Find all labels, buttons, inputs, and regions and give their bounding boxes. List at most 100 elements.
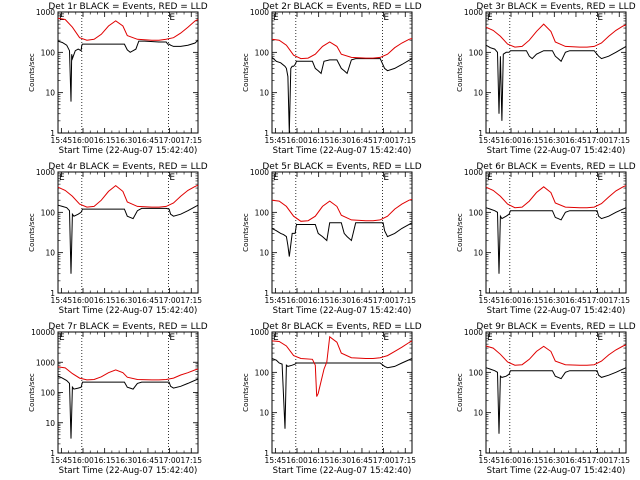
x-tick-label: 16:15 — [522, 136, 544, 145]
x-tick-label: 15:45 — [265, 296, 287, 305]
e-marker-label: E — [59, 173, 65, 183]
events-series-line — [271, 358, 413, 429]
x-tick-label: 16:00 — [72, 296, 94, 305]
x-tick-label: 16:45 — [565, 296, 587, 305]
chart-panel-6: Det 6r BLACK = Events, RED = LLD 1 10 100 10… — [456, 162, 636, 316]
y-axis-label: Counts/sec — [456, 53, 464, 92]
y-tick-label: 1 — [50, 449, 55, 458]
x-tick-label: 17:15 — [394, 136, 416, 145]
e-marker-label: E — [597, 333, 603, 343]
x-tick-label: 16:00 — [500, 296, 522, 305]
x-tick-label: 16:15 — [94, 136, 116, 145]
e-marker-label: E — [487, 173, 493, 183]
y-tick-label: 10 — [45, 89, 55, 98]
e-marker-label: E — [383, 173, 389, 183]
chart-title: Det 5r BLACK = Events, RED = LLD — [262, 162, 421, 172]
x-tick-label: 15:45 — [479, 296, 501, 305]
plot-frame — [271, 171, 413, 294]
lld-series-line — [57, 17, 199, 41]
y-tick-label: 100 — [41, 48, 56, 57]
x-tick-label: 15:45 — [51, 456, 73, 465]
chart-title: Det 7r BLACK = Events, RED = LLD — [48, 322, 207, 332]
y-tick-label: 10 — [259, 89, 269, 98]
lld-series-line — [271, 335, 413, 397]
chart-panel-5: Det 5r BLACK = Events, RED = LLD 1 10 100 10… — [242, 162, 422, 316]
events-series-line — [57, 204, 199, 274]
y-tick-label: 10 — [473, 409, 483, 418]
x-tick-label: 15:45 — [479, 456, 501, 465]
chart-title: Det 8r BLACK = Events, RED = LLD — [262, 322, 421, 332]
y-tick-label: 10 — [473, 249, 483, 258]
y-axis-label: Counts/sec — [242, 53, 250, 92]
x-tick-label: 16:30 — [115, 456, 137, 465]
x-tick-label: 16:45 — [565, 456, 587, 465]
y-tick-label: 10 — [259, 249, 269, 258]
events-series-line — [271, 57, 413, 134]
x-axis-label: Start Time (22-Aug-07 15:42:40) — [487, 146, 626, 156]
x-tick-label: 16:45 — [351, 456, 373, 465]
e-marker-label: E — [59, 13, 65, 23]
e-marker-label: E — [169, 13, 175, 23]
y-tick-label: 1000 — [250, 8, 269, 17]
y-tick-label: 1 — [50, 289, 55, 298]
e-marker-label: E — [273, 333, 279, 343]
x-tick-label: 15:45 — [479, 136, 501, 145]
chart-panel-2: Det 2r BLACK = Events, RED = LLD 1 10 100 10… — [242, 2, 422, 156]
chart-title: Det 1r BLACK = Events, RED = LLD — [48, 2, 207, 12]
y-axis-label: Counts/sec — [242, 213, 250, 252]
x-tick-label: 16:30 — [329, 136, 351, 145]
y-tick-label: 1 — [264, 449, 269, 458]
lld-series-line — [57, 366, 199, 381]
plot-frame — [271, 11, 413, 134]
y-tick-label: 100 — [469, 208, 484, 217]
y-tick-label: 1000 — [464, 168, 483, 177]
events-series-line — [485, 44, 627, 121]
y-tick-label: 100 — [255, 368, 270, 377]
x-tick-label: 16:00 — [72, 456, 94, 465]
x-axis-label: Start Time (22-Aug-07 15:42:40) — [487, 466, 626, 476]
x-tick-label: 17:15 — [394, 296, 416, 305]
plot-frame — [57, 171, 199, 294]
e-marker-label: E — [383, 333, 389, 343]
x-tick-label: 17:00 — [587, 456, 609, 465]
y-axis-label: Counts/sec — [28, 373, 36, 412]
y-tick-label: 10 — [45, 249, 55, 258]
y-tick-label: 1 — [50, 129, 55, 138]
x-tick-label: 16:00 — [500, 136, 522, 145]
x-tick-label: 16:00 — [286, 456, 308, 465]
x-tick-label: 15:45 — [51, 296, 73, 305]
y-tick-label: 1 — [264, 129, 269, 138]
plot-frame — [485, 11, 627, 134]
events-series-line — [485, 207, 627, 274]
lld-series-line — [485, 23, 627, 48]
plot-frame — [57, 331, 199, 454]
x-tick-label: 16:15 — [94, 456, 116, 465]
e-marker-label: E — [273, 13, 279, 23]
y-axis-label: Counts/sec — [242, 373, 250, 412]
x-tick-label: 16:45 — [351, 296, 373, 305]
plot-frame — [485, 331, 627, 454]
e-marker-label: E — [59, 333, 65, 343]
x-tick-label: 16:45 — [565, 136, 587, 145]
y-tick-label: 1000 — [36, 168, 55, 177]
x-tick-label: 16:45 — [137, 296, 159, 305]
y-tick-label: 1 — [478, 289, 483, 298]
x-tick-label: 16:15 — [308, 296, 330, 305]
x-tick-label: 16:00 — [500, 456, 522, 465]
chart-panel-3: Det 3r BLACK = Events, RED = LLD 1 10 100 10… — [456, 2, 636, 156]
x-tick-label: 17:15 — [608, 136, 630, 145]
y-tick-label: 1 — [264, 289, 269, 298]
events-series-line — [271, 222, 413, 257]
x-tick-label: 16:00 — [286, 296, 308, 305]
e-marker-label: E — [487, 13, 493, 23]
chart-panel-7: Det 7r BLACK = Events, RED = LLD 1 10 100 10… — [28, 322, 208, 476]
x-tick-label: 15:45 — [265, 136, 287, 145]
lld-series-line — [485, 185, 627, 209]
lld-series-line — [485, 344, 627, 366]
x-axis-label: Start Time (22-Aug-07 15:42:40) — [273, 146, 412, 156]
e-marker-label: E — [273, 173, 279, 183]
chart-title: Det 9r BLACK = Events, RED = LLD — [476, 322, 635, 332]
x-axis-label: Start Time (22-Aug-07 15:42:40) — [59, 146, 198, 156]
x-tick-label: 16:30 — [543, 136, 565, 145]
